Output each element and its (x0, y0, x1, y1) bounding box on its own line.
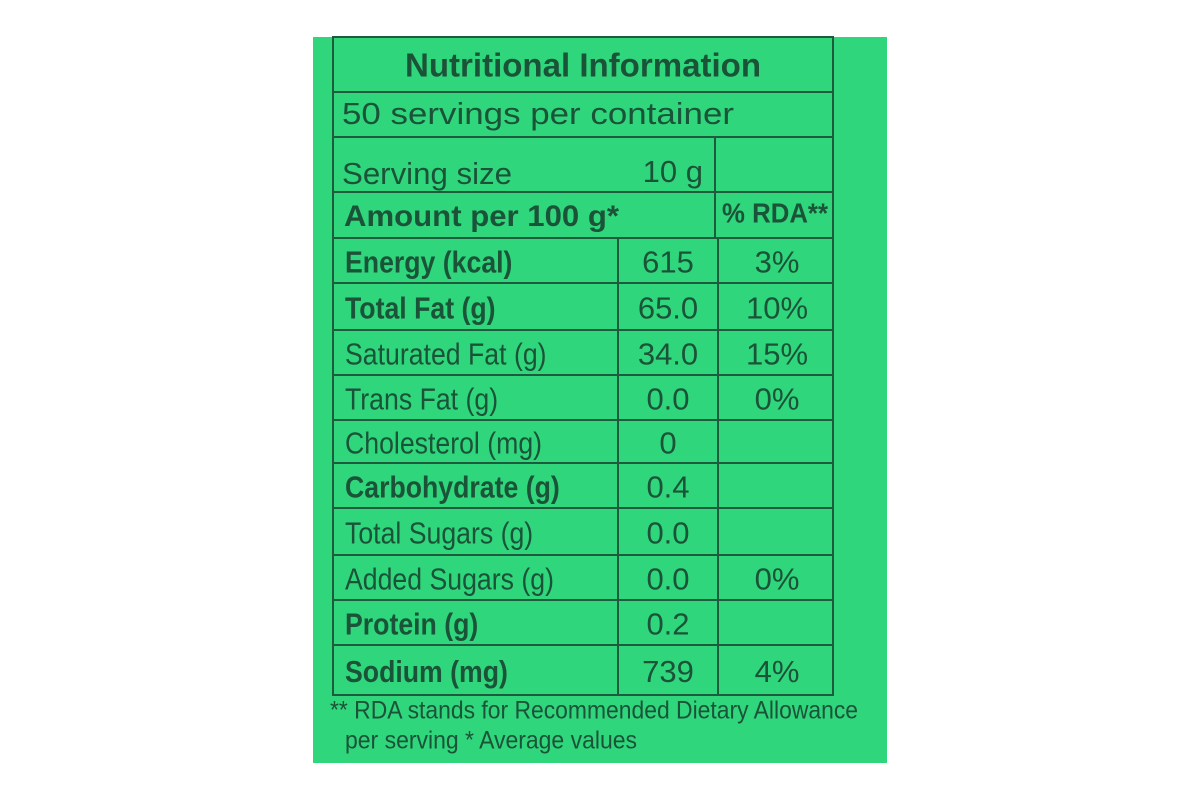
nutrient-name: Cholesterol (mg) (345, 426, 542, 461)
rda-header: % RDA** (722, 197, 828, 228)
footnote: per serving * Average values (345, 727, 637, 755)
nutrient-amount: 0.2 (646, 607, 689, 642)
footnote: ** RDA stands for Recommended Dietary Al… (330, 697, 858, 725)
label-panel (313, 37, 887, 763)
servings: 50 servings per container (342, 96, 734, 131)
nutrient-rda: 0% (755, 382, 800, 417)
nutrient-amount: 0.4 (646, 470, 689, 505)
nutrient-amount: 739 (642, 654, 694, 689)
nutrient-amount: 65.0 (638, 291, 698, 326)
nutrient-name: Trans Fat (g) (345, 382, 498, 417)
nutrient-name: Total Fat (g) (345, 291, 496, 326)
nutrient-name: Carbohydrate (g) (345, 470, 560, 505)
nutrient-amount: 0.0 (646, 382, 689, 417)
nutrient-amount: 34.0 (638, 337, 698, 372)
nutrient-name: Protein (g) (345, 607, 478, 642)
nutrient-name: Saturated Fat (g) (345, 337, 547, 372)
nutrient-amount: 615 (642, 245, 694, 280)
serving-size-label: Serving size (342, 156, 512, 191)
nutrient-rda: 15% (746, 337, 808, 372)
nutrient-rda: 3% (755, 245, 800, 280)
nutrient-amount: 0 (659, 426, 676, 461)
nutrient-name: Energy (kcal) (345, 245, 512, 280)
nutrient-rda: 0% (755, 562, 800, 597)
title: Nutritional Information (405, 47, 761, 84)
serving-size-value: 10 g (643, 154, 703, 189)
table-frame (332, 36, 834, 696)
amount-header: Amount per 100 g* (344, 200, 619, 233)
nutrient-rda: 4% (755, 654, 800, 689)
nutrient-rda: 10% (746, 291, 808, 326)
nutrient-name: Total Sugars (g) (345, 516, 533, 551)
nutrient-amount: 0.0 (646, 562, 689, 597)
nutrient-name: Sodium (mg) (345, 654, 508, 689)
nutrient-name: Added Sugars (g) (345, 562, 554, 597)
nutrient-amount: 0.0 (646, 516, 689, 551)
